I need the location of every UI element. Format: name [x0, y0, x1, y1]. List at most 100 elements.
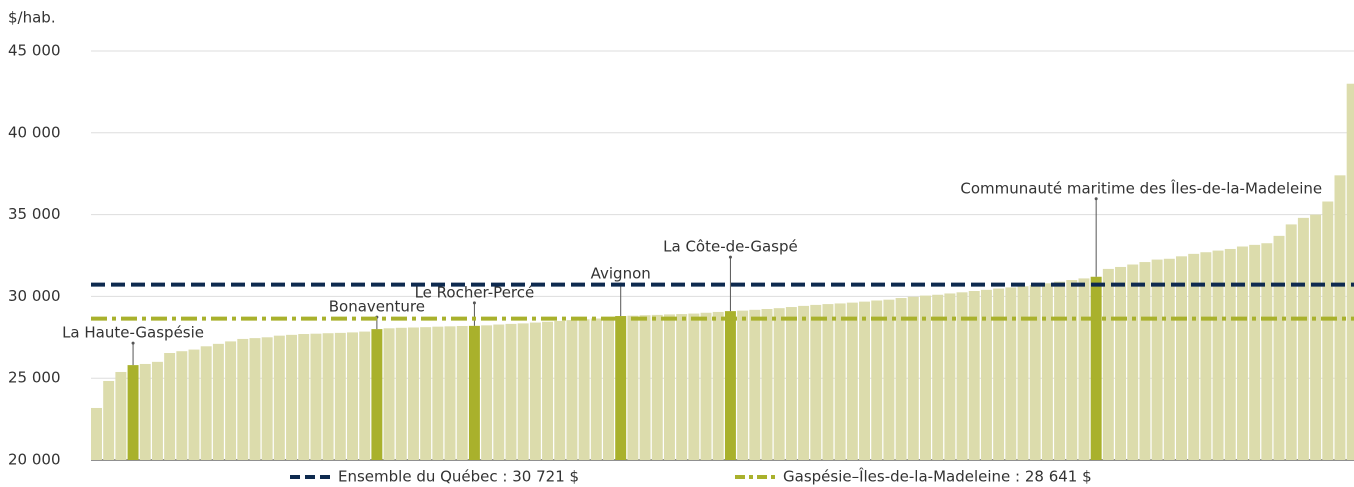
bar [444, 326, 456, 460]
bar [334, 332, 346, 460]
bar [115, 371, 127, 460]
bar [261, 337, 273, 460]
leader-dot [472, 301, 476, 305]
bar [286, 334, 298, 460]
bar [468, 325, 480, 460]
annotation: Bonaventure [329, 298, 425, 316]
bar [1273, 235, 1285, 460]
bar [895, 298, 907, 460]
bar [846, 302, 858, 460]
bar [1017, 286, 1029, 460]
annotation: Avignon [591, 265, 651, 283]
bar [639, 315, 651, 460]
bar [1127, 264, 1139, 460]
bar [749, 309, 761, 460]
bar [956, 292, 968, 460]
bar [1090, 276, 1102, 460]
bar [688, 313, 700, 460]
bar [273, 335, 285, 460]
bar [737, 310, 749, 460]
y-axis-label: $/hab. [8, 9, 56, 27]
leader-dot [728, 255, 732, 259]
bar [919, 295, 931, 460]
bar [773, 308, 785, 460]
bar [1029, 284, 1041, 460]
bar [383, 328, 395, 460]
bar [139, 363, 151, 460]
bar [1054, 281, 1066, 460]
bar [407, 327, 419, 460]
annotation: Le Rocher-Percé [415, 283, 535, 301]
bar [700, 312, 712, 460]
y-tick-label: 35 000 [8, 205, 61, 223]
bar [712, 311, 724, 460]
legend-label: Gaspésie–Îles-de-la-Madeleine : 28 641 $ [783, 467, 1092, 486]
bar [493, 324, 505, 460]
bar [993, 288, 1005, 460]
bar [615, 316, 627, 460]
bar [798, 305, 810, 460]
bar [298, 334, 310, 460]
bar [91, 407, 102, 460]
bar [724, 311, 736, 460]
bar [1285, 224, 1297, 460]
bar [127, 365, 139, 460]
bar [1041, 283, 1053, 460]
bar [1102, 268, 1114, 460]
bar [1188, 253, 1200, 460]
bar [590, 318, 602, 460]
bar [1115, 266, 1127, 460]
bar [822, 304, 834, 460]
bar [907, 296, 919, 460]
bar [1005, 287, 1017, 460]
bar [1163, 258, 1175, 460]
bar [1078, 278, 1090, 460]
annotation: Communauté maritime des Îles-de-la-Madel… [960, 178, 1322, 197]
bar [188, 349, 200, 460]
bar [566, 320, 578, 460]
bar [554, 320, 566, 460]
bar [627, 315, 639, 460]
bar [1236, 246, 1248, 460]
y-tick-label: 25 000 [8, 369, 61, 387]
bar [1261, 243, 1273, 460]
bar [1346, 83, 1354, 460]
leader-dot [1094, 197, 1098, 201]
bar [176, 351, 188, 460]
bar [395, 327, 407, 460]
bar [1249, 244, 1261, 460]
bar [676, 314, 688, 460]
bar [1200, 252, 1212, 460]
bar [859, 301, 871, 460]
bar [785, 307, 797, 460]
bar [1212, 250, 1224, 460]
bar [310, 333, 322, 460]
y-tick-label: 40 000 [8, 123, 61, 141]
bar [456, 326, 468, 460]
bar [505, 323, 517, 460]
bar [481, 325, 493, 460]
bar [932, 294, 944, 460]
bar [968, 291, 980, 460]
bar [871, 300, 883, 460]
bar [529, 322, 541, 460]
bar [1066, 280, 1078, 460]
bar [151, 361, 163, 460]
bar [420, 327, 432, 460]
bar [164, 353, 176, 460]
bar [1334, 175, 1346, 460]
y-tick-label: 30 000 [8, 287, 61, 305]
y-tick-label: 20 000 [8, 451, 61, 469]
bar [810, 304, 822, 460]
bar [1310, 214, 1322, 460]
bar [542, 321, 554, 460]
bar [1297, 217, 1309, 460]
bar [1322, 201, 1334, 460]
y-tick-label: 45 000 [8, 42, 61, 60]
bar [761, 308, 773, 460]
bar [322, 333, 334, 460]
bar [944, 293, 956, 460]
bar [212, 343, 224, 460]
bar [517, 323, 529, 460]
